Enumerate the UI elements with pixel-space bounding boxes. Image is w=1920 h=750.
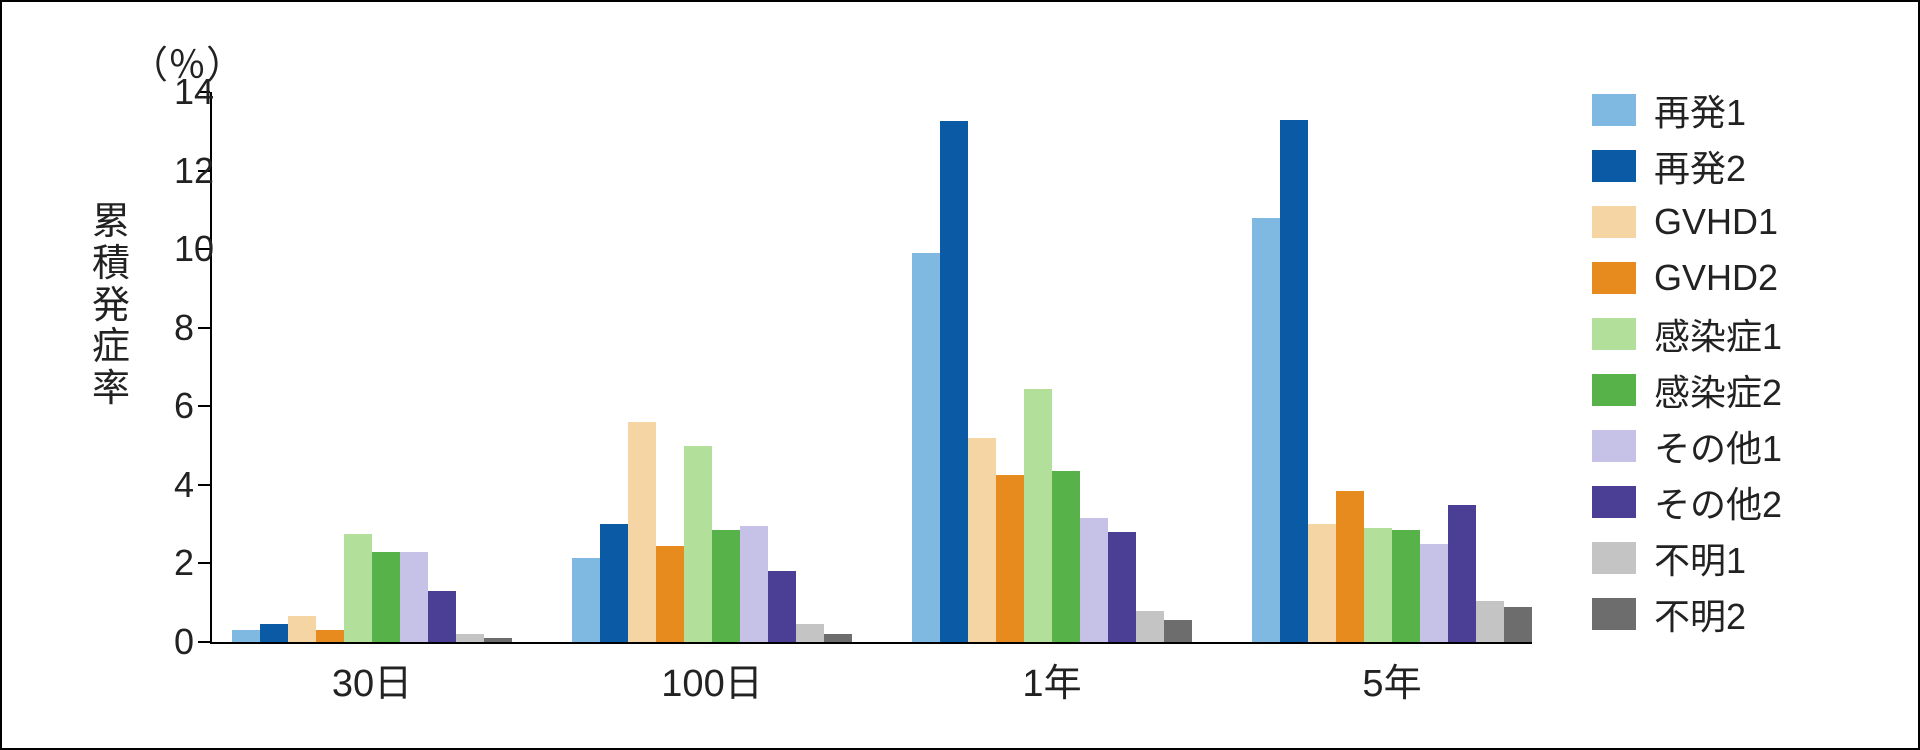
y-tick-label: 2 (174, 542, 188, 584)
legend-label: その他1 (1654, 420, 1782, 472)
yaxis-label-char: 率 (92, 369, 130, 411)
bar (484, 638, 512, 642)
bar (796, 624, 824, 642)
legend-item: 感染症1 (1592, 306, 1782, 362)
legend-swatch (1592, 318, 1636, 350)
legend-label: 不明2 (1654, 588, 1746, 640)
x-tick-label: 5年 (1362, 652, 1421, 707)
x-tick-label: 100日 (661, 652, 762, 707)
legend-item: GVHD2 (1592, 250, 1782, 306)
yaxis-label-char: 積 (92, 244, 130, 286)
bar (1052, 471, 1080, 642)
bar (1448, 505, 1476, 643)
legend-label: GVHD1 (1654, 201, 1778, 243)
yaxis-label-char: 症 (92, 327, 130, 369)
legend-label: 感染症2 (1654, 364, 1782, 416)
y-tick-label: 8 (174, 307, 188, 349)
bar (1164, 620, 1192, 642)
x-tick-label: 30日 (332, 652, 412, 707)
chart: （％） 累積発症率 0246810121430日100日1年5年 再発1再発2G… (2, 2, 1918, 748)
bar (344, 534, 372, 642)
bar (372, 552, 400, 642)
legend-swatch (1592, 598, 1636, 630)
y-tick-label: 12 (174, 150, 188, 192)
legend-item: その他1 (1592, 418, 1782, 474)
legend-item: その他2 (1592, 474, 1782, 530)
bar (1392, 530, 1420, 642)
bar (400, 552, 428, 642)
legend-swatch (1592, 486, 1636, 518)
chart-frame: （％） 累積発症率 0246810121430日100日1年5年 再発1再発2G… (0, 0, 1920, 750)
bar (456, 634, 484, 642)
y-tick (198, 641, 210, 643)
legend-item: GVHD1 (1592, 194, 1782, 250)
legend-label: 再発1 (1654, 84, 1746, 136)
bar (740, 526, 768, 642)
legend-item: 感染症2 (1592, 362, 1782, 418)
bar (316, 630, 344, 642)
y-tick-label: 4 (174, 464, 188, 506)
bar (1252, 218, 1280, 642)
bar (912, 253, 940, 642)
bar (1108, 532, 1136, 642)
x-tick-label: 1年 (1022, 652, 1081, 707)
bar (600, 524, 628, 642)
y-tick (198, 405, 210, 407)
bar (1080, 518, 1108, 642)
bar (1476, 601, 1504, 642)
legend-label: 再発2 (1654, 140, 1746, 192)
legend-label: その他2 (1654, 476, 1782, 528)
bar (1308, 524, 1336, 642)
bar (824, 634, 852, 642)
y-tick-label: 14 (174, 71, 188, 113)
bar (428, 591, 456, 642)
bar (712, 530, 740, 642)
bar (684, 446, 712, 642)
bar (232, 630, 260, 642)
bar (996, 475, 1024, 642)
yaxis-label-char: 累 (92, 202, 130, 244)
legend-label: GVHD2 (1654, 257, 1778, 299)
bar (1280, 120, 1308, 643)
yaxis-label: 累積発症率 (92, 202, 130, 411)
bar (628, 422, 656, 642)
y-tick (198, 327, 210, 329)
y-tick-label: 6 (174, 385, 188, 427)
legend: 再発1再発2 GVHD1 GVHD2 感染症1感染症2その他1その他2不明1不明2 (1592, 82, 1782, 642)
bar (656, 546, 684, 642)
bar (1364, 528, 1392, 642)
bar (1336, 491, 1364, 642)
legend-item: 再発1 (1592, 82, 1782, 138)
legend-swatch (1592, 94, 1636, 126)
bar (260, 624, 288, 642)
legend-swatch (1592, 542, 1636, 574)
bar (940, 121, 968, 642)
x-axis (210, 642, 1532, 644)
legend-swatch (1592, 206, 1636, 238)
y-tick (198, 562, 210, 564)
y-tick (198, 484, 210, 486)
legend-swatch (1592, 374, 1636, 406)
legend-item: 再発2 (1592, 138, 1782, 194)
bar (1136, 611, 1164, 642)
yaxis-label-char: 発 (92, 286, 130, 328)
legend-label: 不明1 (1654, 532, 1746, 584)
plot-area: 0246810121430日100日1年5年 (212, 92, 1532, 642)
y-tick-label: 10 (174, 228, 188, 270)
legend-item: 不明2 (1592, 586, 1782, 642)
bar (1504, 607, 1532, 642)
bar (1420, 544, 1448, 642)
bar (572, 558, 600, 642)
legend-swatch (1592, 150, 1636, 182)
legend-swatch (1592, 430, 1636, 462)
y-tick-label: 0 (174, 621, 188, 663)
bar (1024, 389, 1052, 642)
legend-label: 感染症1 (1654, 308, 1782, 360)
bar (288, 616, 316, 642)
legend-swatch (1592, 262, 1636, 294)
bar (968, 438, 996, 642)
bar (768, 571, 796, 642)
legend-item: 不明1 (1592, 530, 1782, 586)
